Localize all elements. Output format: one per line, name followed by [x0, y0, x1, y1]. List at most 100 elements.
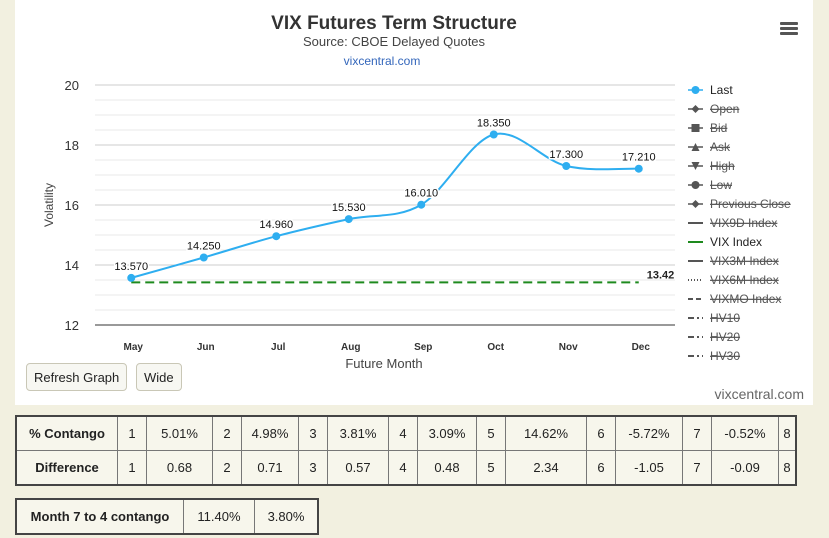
- data-label: 17.210: [622, 152, 656, 164]
- summary-label: Month 7 to 4 contango: [15, 498, 184, 535]
- value-cell: 14.62%: [505, 415, 587, 451]
- wide-button[interactable]: Wide: [136, 363, 182, 391]
- x-tick-label: Jun: [197, 342, 215, 353]
- last-series-point: [272, 232, 281, 241]
- value-cell: 0.57: [327, 450, 389, 486]
- x-tick-label: Aug: [341, 342, 360, 353]
- legend-marker: [691, 105, 700, 113]
- data-label: 13.570: [114, 261, 148, 273]
- y-tick-label: 12: [65, 318, 79, 333]
- legend-item[interactable]: Last: [688, 83, 733, 97]
- legend-marker: [691, 143, 700, 151]
- last-series-point: [417, 200, 426, 209]
- legend-item[interactable]: Low: [688, 178, 732, 192]
- month-index-cell: 1: [117, 415, 147, 451]
- month-index-cell: 7: [682, 450, 712, 486]
- summary-value: 11.40%: [183, 498, 255, 535]
- data-label: 14.960: [259, 219, 293, 231]
- value-cell: 3.81%: [327, 415, 389, 451]
- x-tick-label: May: [124, 342, 144, 353]
- legend-label: Bid: [710, 121, 727, 135]
- row-label: % Contango: [15, 415, 118, 451]
- credit-text: vixcentral.com: [714, 386, 804, 402]
- legend-label: Open: [710, 102, 739, 116]
- legend-label: Previous Close: [710, 197, 791, 211]
- data-label: 18.350: [477, 118, 511, 130]
- legend-label: Ask: [710, 140, 731, 154]
- contango-table: % Contango 1 5.01% 2 4.98% 3 3.81% 4 3.09% 5 14.62…: [15, 415, 797, 486]
- legend-item[interactable]: Previous Close: [688, 197, 791, 211]
- month-index-cell: 8: [778, 450, 797, 486]
- x-tick-label: Nov: [559, 342, 578, 353]
- last-series-point: [127, 273, 136, 282]
- y-axis-label: Volatility: [42, 183, 56, 227]
- month-index-cell: 7: [682, 415, 712, 451]
- value-cell: -0.52%: [711, 415, 779, 451]
- legend-item[interactable]: Open: [688, 102, 739, 116]
- legend-item[interactable]: VIX Index: [688, 235, 762, 249]
- value-cell: 0.68: [146, 450, 213, 486]
- legend-item[interactable]: HV30: [688, 349, 740, 363]
- source-link[interactable]: vixcentral.com: [344, 54, 421, 68]
- month-index-cell: 5: [476, 450, 506, 486]
- month-index-cell: 8: [778, 415, 797, 451]
- month-index-cell: 4: [388, 415, 418, 451]
- x-axis-label: Future Month: [345, 356, 422, 371]
- data-label: 17.300: [549, 149, 583, 161]
- legend-label: VIX Index: [710, 235, 762, 249]
- month-index-cell: 6: [586, 415, 616, 451]
- legend-item[interactable]: VIX3M Index: [688, 254, 779, 268]
- legend-label: High: [710, 159, 735, 173]
- summary-value: 3.80%: [254, 498, 319, 535]
- menu-icon[interactable]: [780, 22, 798, 36]
- legend-label: Last: [710, 83, 733, 97]
- value-cell: -0.09: [711, 450, 779, 486]
- last-series-point: [489, 130, 498, 139]
- legend-item[interactable]: VIX9D Index: [688, 216, 777, 230]
- value-cell: -5.72%: [615, 415, 683, 451]
- legend-item[interactable]: Bid: [688, 121, 727, 135]
- month-index-cell: 4: [388, 450, 418, 486]
- legend-item[interactable]: HV10: [688, 311, 740, 325]
- legend-item[interactable]: High: [688, 159, 735, 173]
- legend-marker: [691, 181, 700, 189]
- legend-marker: [691, 86, 700, 94]
- value-cell: 0.71: [241, 450, 299, 486]
- x-tick-label: Sep: [414, 342, 432, 353]
- legend-marker: [691, 124, 700, 132]
- legend-item[interactable]: HV20: [688, 330, 740, 344]
- x-tick-label: Jul: [271, 342, 286, 353]
- data-label: 14.250: [187, 241, 221, 253]
- legend-label: Low: [710, 178, 732, 192]
- data-label: 16.010: [404, 188, 438, 200]
- legend-label: VIX9D Index: [710, 216, 777, 230]
- value-cell: 4.98%: [241, 415, 299, 451]
- legend-item[interactable]: VIXMO Index: [688, 292, 781, 306]
- y-tick-label: 18: [65, 138, 79, 153]
- value-cell: 2.34: [505, 450, 587, 486]
- legend-label: HV10: [710, 311, 740, 325]
- last-series-line: [130, 132, 639, 279]
- month-index-cell: 2: [212, 415, 242, 451]
- y-tick-label: 16: [65, 198, 79, 213]
- legend-label: VIXMO Index: [710, 292, 781, 306]
- value-cell: -1.05: [615, 450, 683, 486]
- legend-item[interactable]: VIX6M Index: [688, 273, 779, 287]
- legend-item[interactable]: Ask: [688, 140, 731, 154]
- contango-row: % Contango 1 5.01% 2 4.98% 3 3.81% 4 3.09% 5 14.62…: [15, 415, 797, 451]
- row-label: Difference: [15, 450, 118, 486]
- month-index-cell: 5: [476, 415, 506, 451]
- vix-index-label: 13.42: [647, 269, 675, 281]
- refresh-graph-button[interactable]: Refresh Graph: [26, 363, 128, 391]
- month-index-cell: 1: [117, 450, 147, 486]
- summary-row: Month 7 to 4 contango 11.40% 3.80%: [15, 498, 319, 535]
- x-tick-label: Dec: [632, 342, 651, 353]
- legend-marker: [691, 162, 700, 170]
- summary-table: Month 7 to 4 contango 11.40% 3.80%: [15, 498, 319, 535]
- legend-label: HV20: [710, 330, 740, 344]
- last-series-point: [634, 164, 643, 173]
- chart-panel: VIX Futures Term Structure Source: CBOE D…: [15, 0, 813, 405]
- legend-marker: [691, 200, 700, 208]
- value-cell: 5.01%: [146, 415, 213, 451]
